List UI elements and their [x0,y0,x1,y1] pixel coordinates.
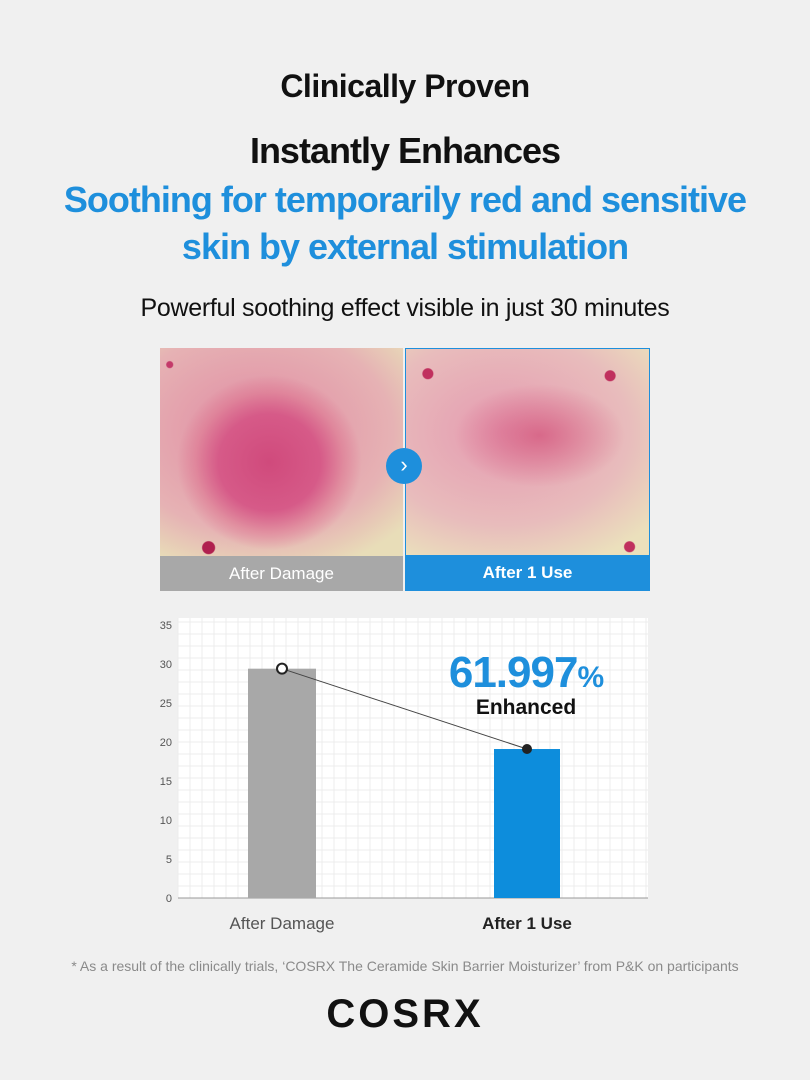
y-tick-label: 35 [160,620,172,632]
brand-logo: COSRX [326,992,484,1036]
bar-after-use [494,749,560,898]
after-photo: After 1 Use [405,348,650,591]
subheadline: Soothing for temporarily red and sensiti… [63,179,747,267]
headline: Instantly Enhances [249,130,561,171]
bar-after-damage [248,668,316,898]
caption: Powerful soothing effect visible in just… [140,294,670,322]
y-tick-label: 30 [160,659,172,671]
connector-line [281,668,528,750]
y-tick-label: 0 [166,893,172,905]
y-tick-label: 15 [160,776,172,788]
after-label: After 1 Use [406,555,649,590]
y-tick-label: 25 [160,698,172,710]
skin-image-before [160,348,403,556]
x-tick-label: After 1 Use [482,914,572,933]
before-photo: After Damage [160,348,403,591]
data-point [522,744,532,755]
chevron-right-icon: › [386,448,422,484]
skin-image-after [406,349,649,555]
data-point [276,662,288,675]
annotation-unit: % [577,661,603,694]
y-tick-label: 10 [160,815,172,827]
annotation-label: Enhanced [476,696,576,719]
x-tick-label: After Damage [230,914,335,933]
before-label: After Damage [160,556,403,591]
eyebrow-title: Clinically Proven [280,68,530,104]
footnote: * As a result of the clinically trials, … [71,958,739,974]
y-tick-label: 5 [166,854,172,866]
y-tick-label: 20 [160,737,172,749]
